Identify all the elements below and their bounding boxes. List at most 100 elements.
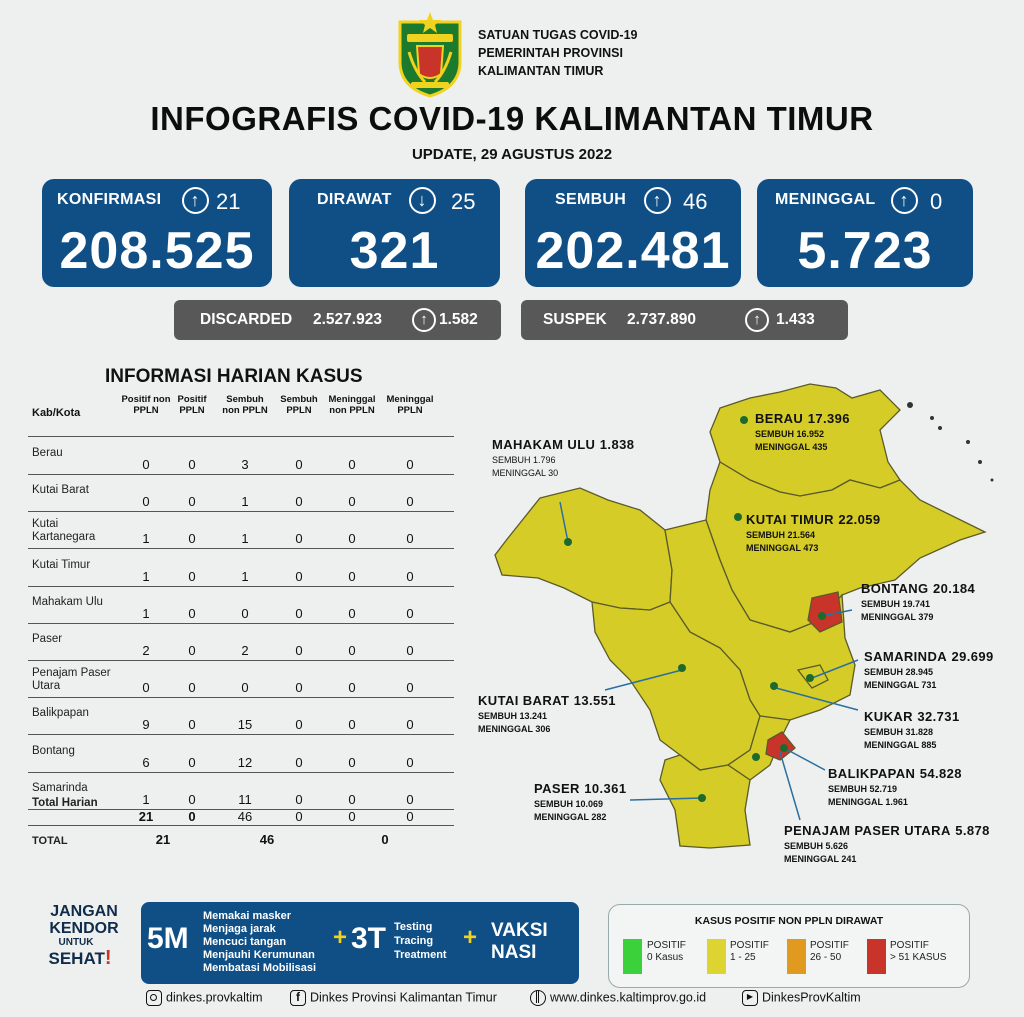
map-label-kutai-barat: KUTAI BARAT 13.551 SEMBUH 13.241 MENINGGA… <box>478 693 616 734</box>
table-cell: 15 <box>237 717 253 733</box>
stat-value: 202.481 <box>535 222 731 280</box>
3t-list: Testing Tracing Treatment <box>394 921 447 961</box>
table-divider <box>28 436 454 437</box>
arrow-up-icon: ↑ <box>745 308 769 332</box>
table-cell: 0 <box>406 643 414 658</box>
total-label: TOTAL <box>32 835 68 847</box>
table-cell: 1 <box>142 605 150 621</box>
column-header: Meninggal PPLN <box>386 394 434 416</box>
kaltim-map <box>480 370 1024 870</box>
table-cell: 1 <box>241 494 249 510</box>
table-cell: 21 <box>138 809 154 824</box>
instagram-icon <box>146 990 162 1006</box>
kaltim-emblem <box>395 12 465 98</box>
facebook-icon: f <box>290 990 306 1006</box>
arrow-up-icon: ↑ <box>891 187 918 214</box>
slogan: JANGAN KENDOR UNTUK SEHAT! <box>48 903 119 969</box>
table-divider <box>28 734 454 736</box>
map-label-kutai-timur: KUTAI TIMUR 22.059 SEMBUH 21.564 MENINGGA… <box>746 512 881 553</box>
table-divider <box>28 808 454 810</box>
stat-label: SEMBUH <box>555 191 627 208</box>
table-divider <box>28 771 454 773</box>
table-cell: 2 <box>142 643 150 658</box>
table-row-label: Balikpapan <box>32 707 89 720</box>
table-cell: 0 <box>295 717 303 733</box>
table-cell: 0 <box>295 605 303 621</box>
table-cell: 0 <box>348 717 356 733</box>
map-region-paser <box>659 754 751 849</box>
5m-label: 5M <box>147 922 189 955</box>
map-label-berau: BERAU 17.396 SEMBUH 16.952 MENINGGAL 435 <box>755 411 850 452</box>
table-cell: 0 <box>406 531 414 547</box>
stat-card-konfirmasi: KONFIRMASI ↑ 21 208.525 <box>42 179 272 287</box>
table-cell: 0 <box>142 680 150 696</box>
map-label-balikpapan: BALIKPAPAN 54.828 SEMBUH 52.719 MENINGGAL… <box>828 766 962 807</box>
map-label-bontang: BONTANG 20.184 SEMBUH 19.741 MENINGGAL 37… <box>861 581 976 622</box>
table-cell: 0 <box>188 605 196 621</box>
arrow-up-icon: ↑ <box>182 187 209 214</box>
table-cell: 1 <box>241 531 249 547</box>
map-label-mahakam-ulu: MAHAKAM ULU 1.838 SEMBUH 1.796 MENINGGAL … <box>492 437 635 478</box>
table-divider <box>28 585 454 587</box>
table-cell: 0 <box>295 643 303 658</box>
stat-label: DIRAWAT <box>317 191 392 208</box>
map-region-bontang <box>807 591 843 633</box>
table-cell: 0 <box>348 791 356 807</box>
map-label-paser: PASER 10.361 SEMBUH 10.069 MENINGGAL 282 <box>534 781 627 822</box>
table-cell: 0 <box>295 680 303 696</box>
stat-value: 5.723 <box>797 222 933 280</box>
table-cell: 0 <box>142 494 150 510</box>
footer-facebook[interactable]: f Dinkes Provinsi Kalimantan Timur <box>290 990 497 1006</box>
map-label-ppu: PENAJAM PASER UTARA 5.878 SEMBUH 5.626 ME… <box>784 823 990 864</box>
org-line-2: PEMERINTAH PROVINSI <box>478 46 623 60</box>
table-cell: 6 <box>142 754 150 770</box>
health-protocol-banner: 5M Memakai masker Menjaga jarak Mencuci … <box>141 902 579 984</box>
footer-youtube[interactable]: ▶ DinkesProvKaltim <box>742 990 861 1006</box>
table-cell: 1 <box>142 531 150 547</box>
table-cell: 2 <box>241 643 249 658</box>
table-row-label: Berau <box>32 447 63 459</box>
table-row-label: Bontang <box>32 744 75 757</box>
legend-label-3: POSITIF > 51 KASUS <box>890 940 947 963</box>
table-cell: 0 <box>295 809 303 824</box>
table-cell: 1 <box>142 568 150 584</box>
legend-label-1: POSITIF 1 - 25 <box>730 940 769 963</box>
table-cell: 0 <box>188 531 196 547</box>
map-label-kukar: KUKAR 32.731 SEMBUH 31.828 MENINGGAL 885 <box>864 709 960 750</box>
footer-website[interactable]: www.dinkes.kaltimprov.go.id <box>530 990 706 1006</box>
table-cell: 0 <box>348 680 356 696</box>
map-region-mahakam-ulu <box>494 487 673 611</box>
total-cell: 21 <box>155 832 171 847</box>
suspek-pill: SUSPEK 2.737.890 ↑ 1.433 <box>521 300 848 340</box>
total-harian-label: Total Harian <box>32 797 98 809</box>
org-line-1: SATUAN TUGAS COVID-19 <box>478 28 638 42</box>
globe-icon <box>530 990 546 1006</box>
youtube-icon: ▶ <box>742 990 758 1006</box>
table-cell: 0 <box>348 457 356 472</box>
stat-change: 21 <box>216 189 241 214</box>
table-cell: 0 <box>188 494 196 510</box>
table-cell: 0 <box>348 568 356 584</box>
footer-instagram[interactable]: dinkes.provkaltim <box>146 990 263 1006</box>
table-cell: 0 <box>241 605 249 621</box>
daily-case-table: Kab/Kota Positif non PPLN Positif PPLN Semb… <box>0 0 470 890</box>
total-cell: 46 <box>259 832 275 847</box>
table-cell: 0 <box>295 494 303 510</box>
table-cell: 1 <box>142 791 150 807</box>
plus-sign: + <box>333 924 348 951</box>
stat-label: KONFIRMASI <box>57 191 162 208</box>
pill-label: SUSPEK <box>543 311 607 328</box>
org-line-3: KALIMANTAN TIMUR <box>478 64 604 78</box>
table-cell: 0 <box>295 754 303 770</box>
table-row-label: Kutai Kartanegara <box>32 518 96 544</box>
stat-card-sembuh: SEMBUH ↑ 46 202.481 <box>525 179 741 287</box>
stat-change: 0 <box>930 189 943 214</box>
table-cell: 0 <box>188 754 196 770</box>
table-cell: 0 <box>188 680 196 696</box>
legend-label-2: POSITIF 26 - 50 <box>810 940 849 963</box>
table-row-label: Penajam Paser Utara <box>32 667 111 693</box>
stat-value: 321 <box>349 222 440 280</box>
table-cell: 0 <box>348 809 356 824</box>
table-cell: 0 <box>348 605 356 621</box>
table-cell: 11 <box>238 791 252 807</box>
